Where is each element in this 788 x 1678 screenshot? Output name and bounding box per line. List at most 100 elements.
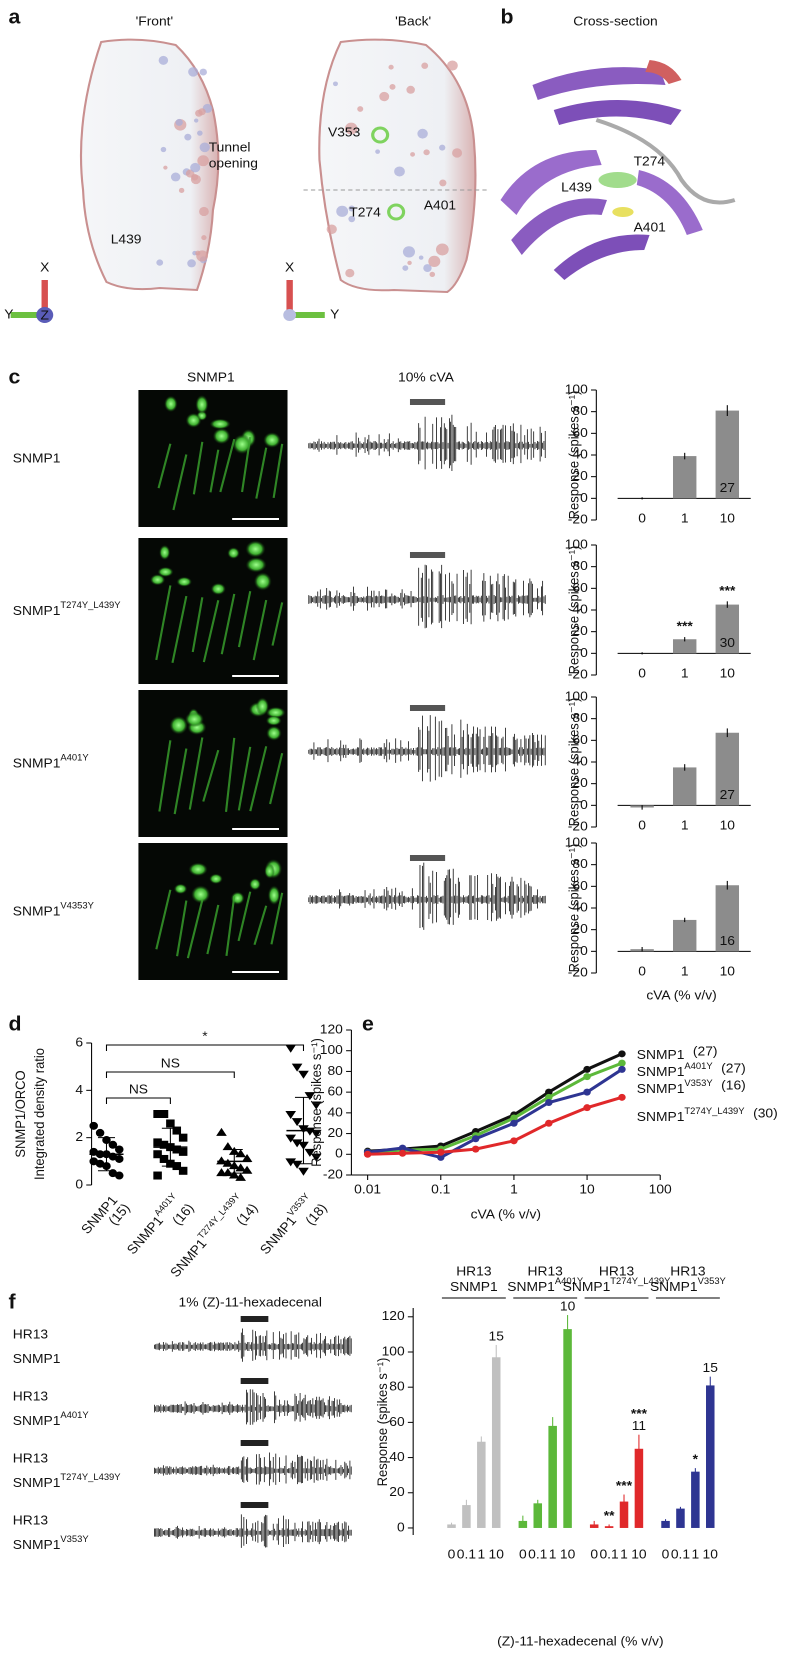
data-point bbox=[618, 1059, 626, 1067]
y-tick-label: 100 bbox=[565, 382, 588, 397]
residue-label: T274 bbox=[634, 154, 666, 169]
row-label: SNMP1T274Y_L439Y bbox=[13, 601, 121, 618]
dendrite bbox=[241, 436, 252, 493]
y-tick-label: 40 bbox=[572, 900, 587, 915]
legend-n: (16) bbox=[721, 1078, 746, 1093]
surface-patch bbox=[348, 205, 355, 212]
surface-patch bbox=[447, 60, 458, 71]
y-tick-label: 100 bbox=[565, 537, 588, 552]
cell-body bbox=[176, 576, 193, 587]
data-point bbox=[310, 1153, 322, 1162]
trace bbox=[154, 1514, 352, 1548]
surface-patch bbox=[439, 144, 446, 151]
series-line bbox=[367, 1095, 623, 1156]
bar bbox=[462, 1505, 471, 1528]
cell-body bbox=[245, 557, 267, 573]
data-point bbox=[216, 1127, 227, 1136]
dendrite bbox=[220, 593, 236, 655]
surface-patch bbox=[394, 166, 405, 177]
bar bbox=[533, 1503, 543, 1528]
data-point bbox=[510, 1119, 518, 1127]
bar bbox=[706, 1385, 715, 1528]
trace bbox=[154, 1389, 352, 1425]
comparison-bracket bbox=[105, 1071, 235, 1078]
surface-patch bbox=[423, 149, 430, 156]
trace bbox=[154, 1328, 352, 1362]
surface-patch bbox=[326, 224, 337, 235]
axis-letter: X bbox=[285, 260, 294, 275]
row-label: SNMP1 bbox=[13, 450, 61, 465]
cell-body bbox=[227, 547, 240, 560]
y-tick-label: 6 bbox=[75, 1035, 83, 1050]
y-tick-label: 20 bbox=[389, 1485, 404, 1500]
residue-label: V353 bbox=[328, 125, 360, 140]
y-tick-label: 120 bbox=[382, 1309, 405, 1324]
residue-v353 bbox=[371, 126, 390, 144]
y-tick-label: 80 bbox=[572, 558, 587, 573]
group-label-base: SNMP1 bbox=[507, 1279, 555, 1294]
x-tick-label: 0 bbox=[662, 1547, 670, 1562]
data-point bbox=[235, 1172, 246, 1181]
surface-patch bbox=[357, 106, 364, 112]
x-tick-label: 0.1 bbox=[599, 1547, 618, 1562]
data-point bbox=[310, 1129, 322, 1138]
x-tick-label: 1 bbox=[620, 1547, 628, 1562]
y-tick-label: 80 bbox=[572, 856, 587, 871]
stimulus-bar bbox=[409, 399, 446, 405]
bar bbox=[715, 604, 740, 654]
cell-body bbox=[210, 582, 226, 595]
x-tick-label: 0.1 bbox=[528, 1547, 547, 1562]
trace bbox=[308, 564, 546, 629]
residue-sticks bbox=[612, 207, 634, 217]
dendrite bbox=[209, 449, 220, 493]
n-label: 15 bbox=[489, 1329, 504, 1344]
y-tick-label: 100 bbox=[320, 1043, 343, 1058]
bar bbox=[563, 1329, 572, 1528]
y-tick-label: 4 bbox=[75, 1082, 83, 1097]
bar bbox=[634, 1448, 644, 1528]
bar bbox=[672, 639, 697, 654]
bar bbox=[447, 1524, 456, 1528]
loop bbox=[595, 118, 736, 205]
ribbon bbox=[532, 67, 666, 100]
surface-patch bbox=[197, 155, 209, 167]
x-tick-label: 0 bbox=[638, 964, 646, 979]
data-point bbox=[583, 1088, 591, 1096]
y-tick-label: 80 bbox=[572, 710, 587, 725]
n-label: 11 bbox=[632, 1419, 646, 1434]
data-point bbox=[216, 1156, 227, 1165]
data-point bbox=[471, 1145, 480, 1153]
dendrite bbox=[237, 590, 252, 648]
group-label: SNMP1V353Y bbox=[650, 1277, 726, 1294]
panel-label: a bbox=[9, 6, 21, 28]
dendrite bbox=[253, 905, 268, 945]
bar bbox=[672, 919, 697, 952]
row-label-sup: A401Y bbox=[60, 753, 88, 763]
significance: *** bbox=[631, 1407, 648, 1422]
data-point bbox=[510, 1137, 518, 1145]
dendrite bbox=[206, 904, 220, 955]
legend-label-sup: A401Y bbox=[684, 1062, 712, 1072]
view-title: 'Back' bbox=[395, 14, 431, 29]
axis-arrow bbox=[283, 309, 297, 321]
data-point bbox=[291, 1063, 303, 1072]
x-axis-label: cVA (% v/v) bbox=[471, 1207, 541, 1222]
n-label: 10 bbox=[560, 1299, 575, 1314]
cell-body bbox=[212, 427, 231, 445]
cell-body bbox=[265, 706, 286, 719]
surface-patch bbox=[452, 148, 463, 158]
comparison-bracket bbox=[105, 1044, 305, 1051]
cell-body bbox=[209, 418, 231, 430]
x-tick-label: 0 bbox=[590, 1547, 598, 1562]
ribbon bbox=[553, 100, 682, 125]
surface-patch bbox=[199, 206, 209, 217]
data-point bbox=[108, 1140, 118, 1149]
data-point bbox=[363, 1150, 372, 1158]
row-label-base: SNMP1 bbox=[13, 1351, 61, 1366]
y-tick-label: 60 bbox=[389, 1414, 404, 1429]
y-tick-label: 60 bbox=[328, 1084, 343, 1099]
x-tick-label: 0 bbox=[638, 818, 646, 833]
stimulus-bar bbox=[409, 855, 446, 861]
y-tick-label: 100 bbox=[382, 1344, 405, 1359]
